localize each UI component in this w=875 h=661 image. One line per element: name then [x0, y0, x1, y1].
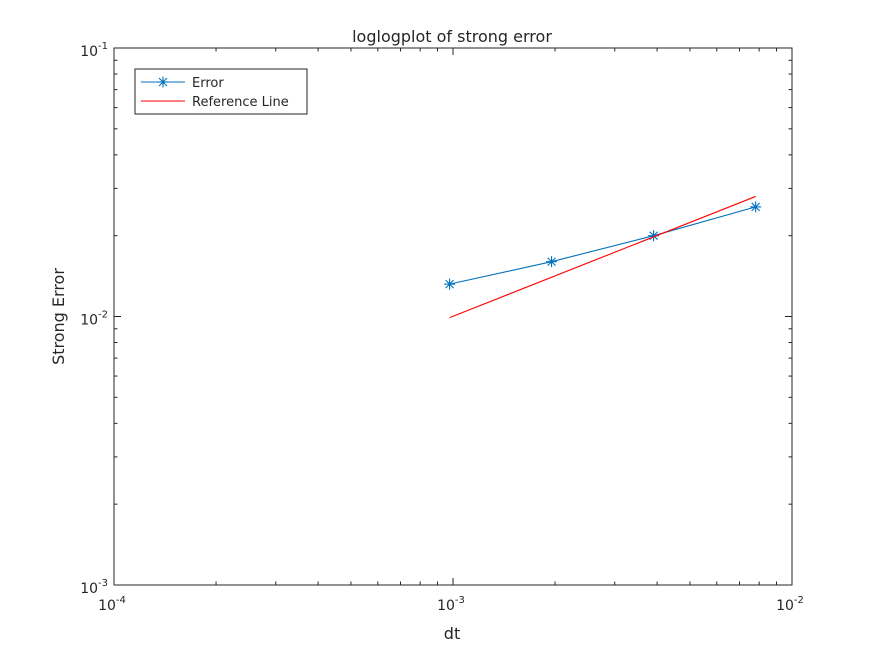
x-tick-exponent: -3: [455, 595, 465, 606]
minor-ticks: [114, 48, 792, 585]
legend-label-error: Error: [192, 76, 224, 91]
legend-label-reference-line: Reference Line: [192, 95, 289, 110]
marker-stroke: [751, 202, 761, 212]
x-tick-label: 10-2: [776, 595, 804, 614]
y-tick-label: 10-2: [80, 310, 108, 329]
x-tick-base: 10: [776, 598, 794, 614]
data-point-error: [546, 256, 558, 268]
x-tick-label: 10-3: [437, 595, 465, 614]
marker-stroke: [445, 279, 454, 289]
y-tick-base: 10: [80, 44, 98, 60]
legend: Error Reference Line: [134, 68, 308, 115]
y-tick-label: 10-1: [80, 41, 108, 60]
marker-stroke: [547, 257, 556, 267]
x-tick-base: 10: [437, 598, 455, 614]
series-layer: [444, 195, 762, 319]
series-line-error: [449, 206, 756, 285]
axes-box: [113, 47, 793, 586]
y-tick-base: 10: [80, 581, 98, 597]
y-tick-exponent: -1: [98, 41, 108, 52]
data-point-error: [444, 278, 456, 290]
y-tick-base: 10: [80, 313, 98, 329]
marker-stroke: [158, 77, 168, 87]
y-tick-exponent: -3: [98, 578, 108, 589]
x-tick-exponent: -2: [794, 595, 804, 606]
x-tick-exponent: -4: [116, 595, 126, 606]
chart-title: loglogplot of strong error: [352, 27, 552, 46]
y-tick-label: 10-3: [80, 578, 108, 597]
x-tick-label: 10-4: [98, 595, 126, 614]
tick-labels: 10-4 10-3 10-210-310-210-1: [80, 41, 804, 614]
data-point-error: [750, 201, 762, 213]
legend-box: [134, 68, 308, 115]
x-axis-label: dt: [444, 624, 460, 643]
y-axis-label: Strong Error: [49, 268, 68, 365]
legend-marker-error: [157, 76, 169, 88]
y-tick-exponent: -2: [98, 310, 108, 321]
series-line-reference-line: [449, 195, 756, 319]
x-tick-base: 10: [98, 598, 116, 614]
